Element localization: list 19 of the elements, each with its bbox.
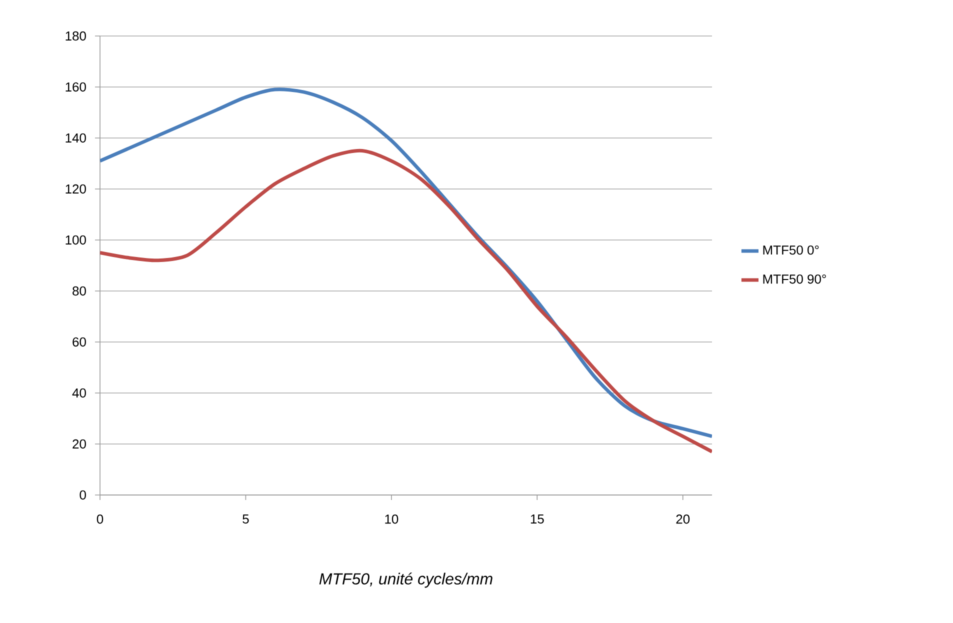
legend-label: MTF50 0° (763, 245, 819, 255)
y-tick-label: 160 (66, 82, 86, 92)
line-series (100, 148, 712, 454)
x-tick-label: 15 (530, 514, 544, 524)
y-tick-label: 60 (72, 337, 86, 347)
legend-label: MTF50 90° (763, 274, 826, 284)
y-tick-label: 0 (80, 490, 86, 500)
y-tick-label: 100 (66, 235, 86, 245)
y-tick-label: 180 (66, 31, 86, 41)
y-tick-label: 20 (72, 439, 86, 449)
y-tick-label: 140 (66, 133, 86, 143)
y-tick-label: 80 (72, 286, 86, 296)
x-tick-label: 10 (385, 514, 398, 524)
y-tick-label: 120 (66, 184, 86, 194)
x-tick-label: 20 (676, 514, 690, 524)
x-tick-label: 5 (242, 514, 249, 524)
x-tick-label: 0 (96, 514, 104, 524)
y-tick-label: 40 (72, 388, 86, 398)
x-axis-title: MTF50, unité cycles/mm (319, 572, 492, 588)
